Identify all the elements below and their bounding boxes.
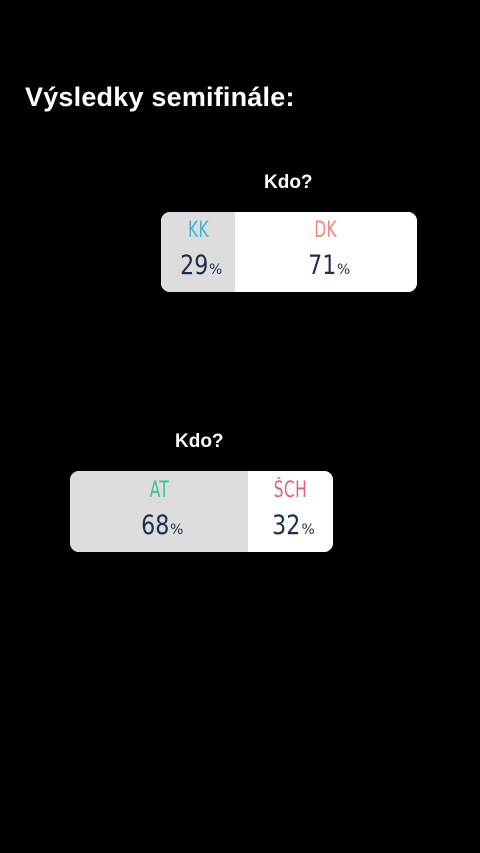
percent-sign: % xyxy=(209,262,223,278)
poll-option-label: AT xyxy=(149,477,169,503)
poll-option-percent: 32% xyxy=(266,509,315,545)
percent-sign: % xyxy=(337,262,351,278)
poll-option-label: KK xyxy=(187,218,209,243)
poll-question: Kdo? xyxy=(175,431,224,452)
percent-sign: % xyxy=(170,521,184,538)
poll-card: KK 29% DK 71% xyxy=(161,212,417,292)
poll-option-label: DK xyxy=(314,218,338,243)
poll-option-label: ŠCH xyxy=(273,477,308,503)
poll-option-value: 71 xyxy=(307,250,337,281)
percent-sign: % xyxy=(301,521,315,538)
page-title: Výsledky semifinále: xyxy=(25,82,295,112)
poll-option-percent: 68% xyxy=(135,509,184,545)
poll-option-value: 32 xyxy=(272,509,301,541)
poll-option-value: 29 xyxy=(179,250,209,281)
poll-option-at[interactable]: AT 68% xyxy=(70,471,248,552)
poll-question: Kdo? xyxy=(264,172,313,193)
poll-option-percent: 71% xyxy=(302,250,351,285)
poll-option-kk[interactable]: KK 29% xyxy=(161,212,235,292)
poll-option-value: 68 xyxy=(140,509,170,541)
poll-option-percent: 29% xyxy=(174,250,223,285)
poll-card: AT 68% ŠCH 32% xyxy=(70,471,333,552)
poll-option-sch[interactable]: ŠCH 32% xyxy=(248,471,333,552)
poll-option-dk[interactable]: DK 71% xyxy=(235,212,417,292)
